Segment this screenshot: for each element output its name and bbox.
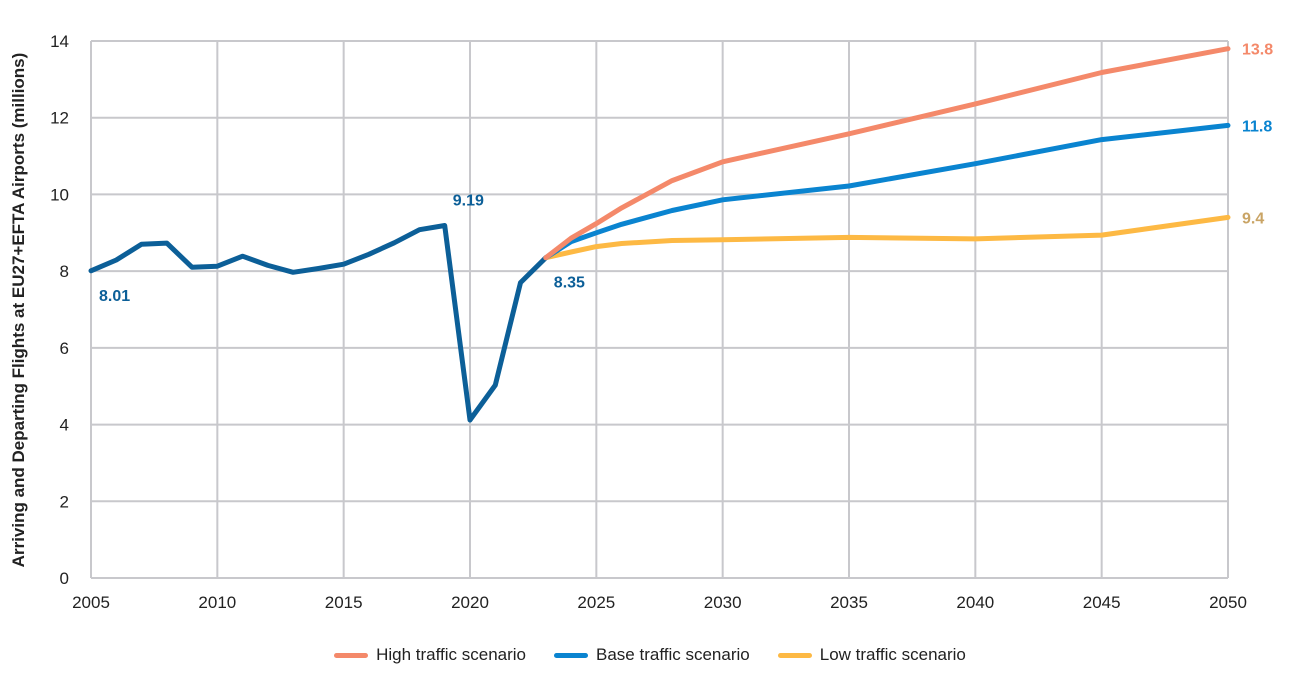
x-axis-ticks: 2005 2010 2015 2020 2025 2030 2035 2040 2045 2050 bbox=[72, 593, 1247, 612]
x-tick-label: 2015 bbox=[325, 593, 363, 612]
x-tick-label: 2020 bbox=[451, 593, 489, 612]
y-tick-label: 0 bbox=[60, 569, 69, 588]
legend-label: High traffic scenario bbox=[376, 645, 527, 664]
series-lines bbox=[88, 46, 1231, 423]
y-axis-ticks: 0 2 4 6 8 10 12 14 bbox=[50, 32, 69, 588]
data-label: 8.01 bbox=[99, 288, 130, 305]
x-tick-label: 2050 bbox=[1209, 593, 1247, 612]
y-axis-title: Arriving and Departing Flights at EU27+E… bbox=[9, 53, 28, 568]
y-tick-label: 10 bbox=[50, 185, 69, 204]
line-chart: 0 2 4 6 8 10 12 14 2005 2010 2015 2020 2025 2030 2035… bbox=[9, 32, 1273, 612]
legend-swatch bbox=[554, 652, 589, 658]
x-tick-label: 2025 bbox=[577, 593, 615, 612]
legend-swatch bbox=[777, 652, 812, 658]
y-tick-label: 6 bbox=[60, 339, 69, 358]
legend-item: High traffic scenario bbox=[334, 645, 526, 665]
series-line-historical bbox=[88, 223, 549, 423]
legend-item: Low traffic scenario bbox=[777, 645, 966, 665]
x-tick-label: 2040 bbox=[956, 593, 994, 612]
x-tick-label: 2005 bbox=[72, 593, 110, 612]
y-tick-label: 4 bbox=[60, 416, 69, 435]
data-label: 9.19 bbox=[453, 192, 484, 209]
x-tick-label: 2045 bbox=[1083, 593, 1121, 612]
y-tick-label: 12 bbox=[50, 109, 69, 128]
x-tick-label: 2035 bbox=[830, 593, 868, 612]
data-label: 9.4 bbox=[1242, 210, 1264, 227]
y-tick-label: 14 bbox=[50, 32, 69, 51]
x-tick-label: 2030 bbox=[704, 593, 742, 612]
legend-label: Base traffic scenario bbox=[596, 645, 750, 664]
legend-swatch bbox=[334, 652, 369, 658]
grid bbox=[90, 40, 1229, 579]
series-line-low-traffic-scenario bbox=[543, 214, 1231, 261]
x-tick-label: 2010 bbox=[198, 593, 236, 612]
y-tick-label: 8 bbox=[60, 262, 69, 281]
y-tick-label: 2 bbox=[60, 492, 69, 511]
legend-item: Base traffic scenario bbox=[554, 645, 750, 665]
series-line-base-traffic-scenario bbox=[543, 122, 1231, 261]
legend-label: Low traffic scenario bbox=[819, 645, 966, 664]
data-annotations: 8.01 9.19 8.35 13.8 11.8 9.4 bbox=[99, 42, 1273, 305]
series-line-high-traffic-scenario bbox=[543, 46, 1231, 261]
data-label: 11.8 bbox=[1242, 118, 1272, 135]
data-label: 8.35 bbox=[554, 275, 585, 292]
legend: High traffic scenario Base traffic scenar… bbox=[0, 645, 1300, 665]
data-label: 13.8 bbox=[1242, 42, 1273, 59]
